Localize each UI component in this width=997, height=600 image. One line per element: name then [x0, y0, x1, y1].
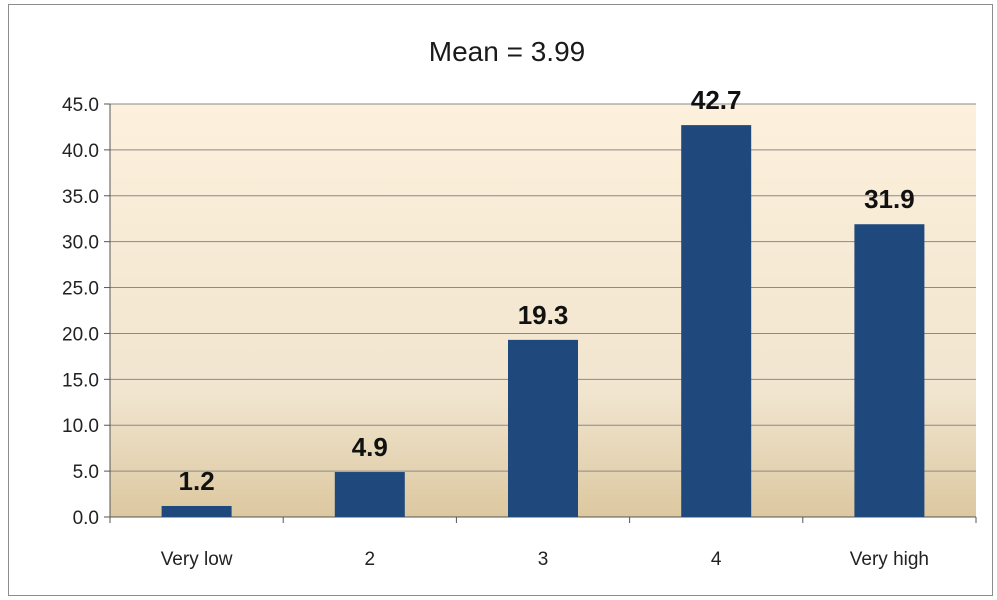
axes: 0.0 5.0 10.0 15.0 20.0 25.0 30.0 35.0 40.0 45.0 Ve… — [62, 95, 977, 570]
bar-value-label: 31.9 — [864, 184, 915, 214]
bar-value-label: 4.9 — [352, 432, 388, 462]
y-tick-label: 20.0 — [62, 324, 99, 345]
y-tick-label: 0.0 — [73, 508, 99, 529]
bar-value-label: 19.3 — [518, 300, 569, 330]
y-tick-label: 5.0 — [73, 462, 99, 483]
value-labels: 1.2 4.9 19.3 42.7 31.9 — [179, 85, 915, 496]
x-category-label: 4 — [711, 549, 722, 570]
x-category-label: Very high — [850, 549, 929, 570]
y-tick-label: 35.0 — [62, 187, 99, 208]
bar-2 — [508, 339, 578, 517]
chart-title: Mean = 3.99 — [429, 36, 585, 67]
x-category-label: 2 — [365, 549, 376, 570]
y-tick-label: 25.0 — [62, 279, 99, 300]
x-category-label: 3 — [538, 549, 549, 570]
y-tick-label: 15.0 — [62, 370, 99, 391]
bar-value-label: 42.7 — [691, 85, 742, 115]
y-tick-label: 30.0 — [62, 233, 99, 254]
bar-0 — [161, 505, 232, 517]
y-tick-label: 10.0 — [62, 416, 99, 437]
bar-1 — [334, 472, 405, 517]
x-category-label: Very low — [161, 549, 233, 570]
y-tick-label: 45.0 — [62, 95, 99, 116]
bar-4 — [854, 224, 925, 517]
bars — [161, 125, 925, 517]
bar-value-label: 1.2 — [179, 466, 215, 496]
bar-3 — [681, 125, 752, 517]
y-tick-label: 40.0 — [62, 141, 99, 162]
